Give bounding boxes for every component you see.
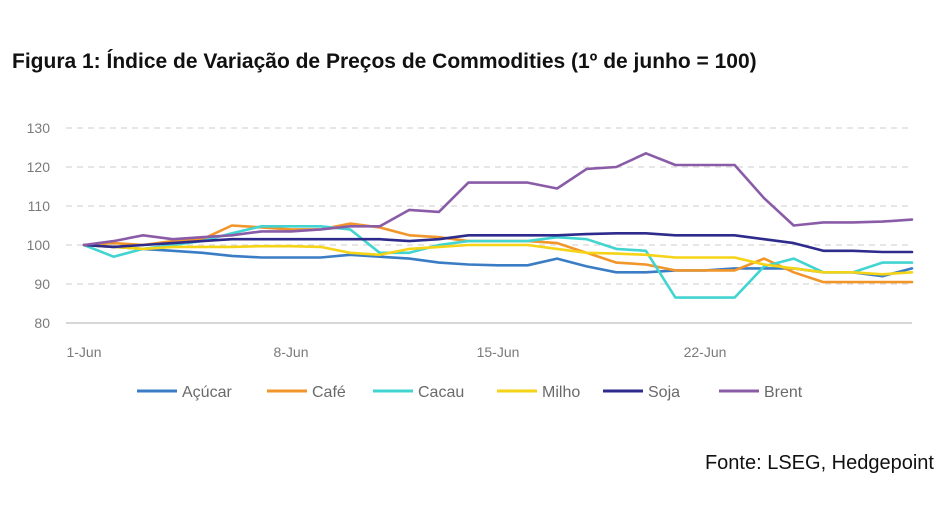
legend: Açúcar Café Cacau Milho Soja Brent — [137, 384, 803, 401]
y-tick-label: 100 — [27, 237, 51, 253]
series-line-brent — [82, 152, 914, 247]
y-axis-tick-labels: 80 90 100 110 120 130 — [27, 120, 51, 331]
legend-label-soja: Soja — [648, 384, 680, 401]
series-line-milho — [82, 243, 914, 276]
y-tick-label: 130 — [27, 120, 51, 136]
series-line-soja — [82, 232, 914, 254]
x-axis-tick-labels: 1-Jun 8-Jun 15-Jun 22-Jun — [66, 344, 726, 360]
y-tick-label: 120 — [27, 159, 51, 175]
y-tick-label: 110 — [28, 198, 51, 214]
legend-label-cafe: Café — [312, 384, 346, 401]
x-tick-label: 22-Jun — [684, 344, 727, 360]
series-lines — [82, 152, 914, 299]
legend-label-brent: Brent — [764, 384, 803, 401]
x-tick-label: 15-Jun — [477, 344, 520, 360]
source-note: Fonte: LSEG, Hedgepoint — [704, 452, 934, 474]
legend-label-cacau: Cacau — [418, 384, 464, 401]
legend-label-milho: Milho — [542, 384, 580, 401]
series-line-acucar — [82, 243, 914, 278]
y-tick-label: 80 — [34, 315, 50, 331]
x-tick-label: 1-Jun — [66, 344, 101, 360]
x-tick-label: 8-Jun — [273, 344, 308, 360]
chart-title: Figura 1: Índice de Variação de Preços d… — [12, 50, 757, 73]
legend-label-acucar: Açúcar — [182, 384, 232, 401]
y-tick-label: 90 — [34, 276, 50, 292]
